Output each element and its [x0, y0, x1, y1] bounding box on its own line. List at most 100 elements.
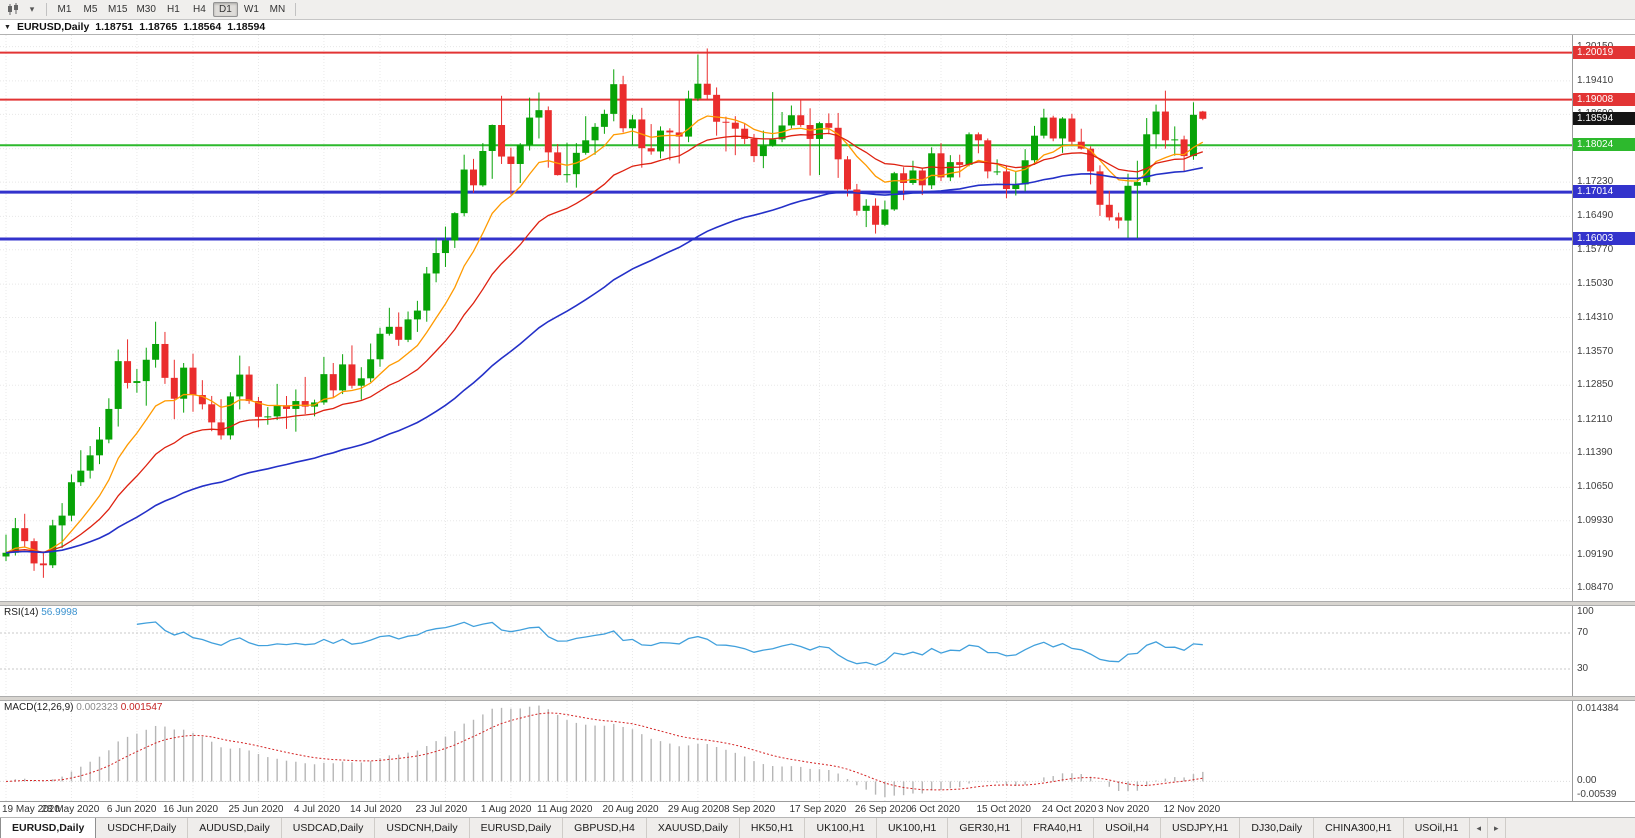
pane-splitter-rsi[interactable]: [0, 601, 1635, 606]
tab-gbpusd-h4[interactable]: GBPUSD,H4: [563, 818, 647, 838]
current-price-tag: 1.18594: [1573, 111, 1635, 125]
rsi-pane: 100 70 30 RSI(14) 56.9998: [0, 606, 1635, 696]
timeframe-button-W1[interactable]: W1: [243, 4, 259, 15]
price-axis-label: 1.09190: [1577, 549, 1614, 561]
rsi-axis-label: 70: [1577, 627, 1589, 638]
candles-layer: [2, 48, 1207, 578]
price-axis-label: 1.17230: [1577, 176, 1614, 188]
macd-axis: 0.014384 0.00 -0.00539: [1572, 701, 1635, 801]
tab-fra40-h1[interactable]: FRA40,H1: [1022, 818, 1095, 838]
quote-high: 1.18765: [139, 21, 178, 33]
date-axis-label: 17 Sep 2020: [789, 804, 847, 815]
timeframe-button-M5[interactable]: M5: [83, 4, 98, 15]
price-axis-label: 1.12110: [1577, 413, 1613, 425]
quote-low: 1.18564: [183, 21, 222, 33]
price-axis-label: 1.16490: [1577, 210, 1614, 222]
tab-dj30-daily[interactable]: DJ30,Daily: [1240, 818, 1315, 838]
timeframe-button-MN[interactable]: MN: [269, 4, 286, 15]
quote-close: 1.18594: [227, 21, 266, 33]
macd-histogram: [14, 705, 1204, 798]
price-level-tag: 1.19008: [1573, 92, 1635, 106]
tab-hk50-h1[interactable]: HK50,H1: [740, 818, 806, 838]
date-axis-label: 6 Jun 2020: [106, 804, 157, 815]
tab-eurusd-daily[interactable]: EURUSD,Daily: [0, 818, 97, 838]
price-level-tag: 1.16003: [1573, 231, 1635, 245]
candlestick-chart[interactable]: [0, 35, 1572, 601]
tab-scroll-left-icon[interactable]: ◂: [1470, 818, 1488, 838]
date-axis-label: 23 Jul 2020: [415, 804, 468, 815]
timeframe-button-M1[interactable]: M1: [57, 4, 72, 15]
date-axis-label: 16 Jun 2020: [163, 804, 219, 815]
tab-ger30-h1[interactable]: GER30,H1: [948, 818, 1023, 838]
price-axis: 1.201501.194101.186901.179501.172301.164…: [1572, 35, 1635, 601]
price-axis-label: 1.10650: [1577, 481, 1614, 493]
timeframe-button-H4[interactable]: H4: [193, 4, 206, 15]
tab-china300-h1[interactable]: CHINA300,H1: [1314, 818, 1404, 838]
price-axis-label: 1.13570: [1577, 345, 1614, 357]
chart-type-dropdown-icon[interactable]: ▾: [29, 4, 35, 14]
macd-axis-bottom-label: -0.00539: [1577, 789, 1617, 800]
candlestick-chart-type-icon[interactable]: [4, 2, 22, 17]
tab-scroll-right-icon[interactable]: ▸: [1488, 818, 1506, 838]
date-axis-label: 28 May 2020: [41, 804, 100, 815]
tab-xauusd-daily[interactable]: XAUUSD,Daily: [647, 818, 740, 838]
tab-usdcad-daily[interactable]: USDCAD,Daily: [282, 818, 376, 838]
horizontal-grid: [0, 46, 1572, 589]
macd-axis-zero-label: 0.00: [1577, 775, 1597, 787]
level-lines: [0, 51, 1572, 241]
macd-signal-line: [5, 712, 1203, 791]
symbol-dropdown-icon[interactable]: ▼: [4, 23, 11, 31]
price-axis-label: 1.14310: [1577, 311, 1614, 323]
time-axis: 19 May 2020 28 May 2020 6 Jun 2020 16 Jun 2…: [0, 801, 1635, 817]
macd-chart[interactable]: [0, 701, 1572, 801]
candlestick-icon: [7, 3, 18, 15]
rsi-chart[interactable]: [0, 606, 1572, 696]
tab-usdcnh-daily[interactable]: USDCNH,Daily: [375, 818, 470, 838]
date-axis-label: 24 Oct 2020: [1041, 804, 1097, 815]
main-chart-pane: 1.201501.194101.186901.179501.172301.164…: [0, 35, 1635, 601]
quote-open: 1.18751: [95, 21, 134, 33]
chart-symbol-title: EURUSD,Daily: [16, 21, 90, 33]
tab-usdchf-daily[interactable]: USDCHF,Daily: [96, 818, 189, 838]
rsi-line: [136, 621, 1203, 666]
toolbar-separator: [294, 3, 296, 16]
price-axis-label: 1.15030: [1577, 278, 1614, 290]
rsi-name: RSI(14): [4, 607, 39, 618]
chart-tabs: EURUSD,Daily USDCHF,Daily AUDUSD,Daily USDC…: [0, 817, 1635, 838]
price-level-tag: 1.20019: [1573, 45, 1635, 59]
macd-axis-top-label: 0.014384: [1577, 703, 1619, 714]
date-axis-label: 25 Jun 2020: [228, 804, 284, 815]
price-axis-label: 1.11390: [1577, 447, 1613, 458]
timeframe-button-H1[interactable]: H1: [167, 4, 180, 15]
price-axis-label: 1.19410: [1577, 74, 1614, 86]
date-axis-label: 4 Jul 2020: [293, 804, 341, 815]
tab-usoil-h1[interactable]: USOil,H1: [1404, 818, 1471, 838]
timeframe-button-D1[interactable]: D1: [212, 2, 238, 17]
rsi-axis-label: 100: [1577, 606, 1594, 617]
vertical-grid: [5, 606, 1194, 696]
tab-eurusd-daily[interactable]: EURUSD,Daily: [470, 818, 564, 838]
toolbar-separator: [46, 3, 47, 16]
timeframe-button-M15[interactable]: M15: [108, 4, 128, 15]
tab-uk100-h1[interactable]: UK100,H1: [877, 818, 949, 838]
rsi-axis-label: 30: [1577, 663, 1589, 674]
price-axis-label: 1.12850: [1577, 379, 1614, 391]
price-axis-label: 1.08470: [1577, 582, 1614, 594]
date-axis-label: 8 Sep 2020: [724, 804, 776, 815]
tab-usdjpy-h1[interactable]: USDJPY,H1: [1161, 818, 1241, 838]
vertical-grid: [5, 35, 1194, 601]
price-level-tag: 1.18024: [1573, 138, 1635, 152]
price-axis-label: 1.09930: [1577, 514, 1614, 526]
date-axis-label: 26 Sep 2020: [854, 804, 912, 815]
macd-pane: 0.014384 0.00 -0.00539 MACD(12,26,9) 0.002…: [0, 701, 1635, 801]
date-axis-label: 20 Aug 2020: [602, 804, 659, 815]
tab-audusd-daily[interactable]: AUDUSD,Daily: [188, 818, 282, 838]
tab-uk100-h1[interactable]: UK100,H1: [805, 818, 877, 838]
chart-title-row: ▼ EURUSD,Daily 1.18751 1.18765 1.18564 1…: [0, 20, 1635, 35]
timeframe-button-M30[interactable]: M30: [136, 4, 156, 15]
tab-usoil-h4[interactable]: USOil,H4: [1094, 818, 1161, 838]
date-axis-label: 29 Aug 2020: [667, 804, 725, 815]
pane-splitter-macd[interactable]: [0, 696, 1635, 701]
date-axis-label: 3 Nov 2020: [1098, 804, 1150, 815]
